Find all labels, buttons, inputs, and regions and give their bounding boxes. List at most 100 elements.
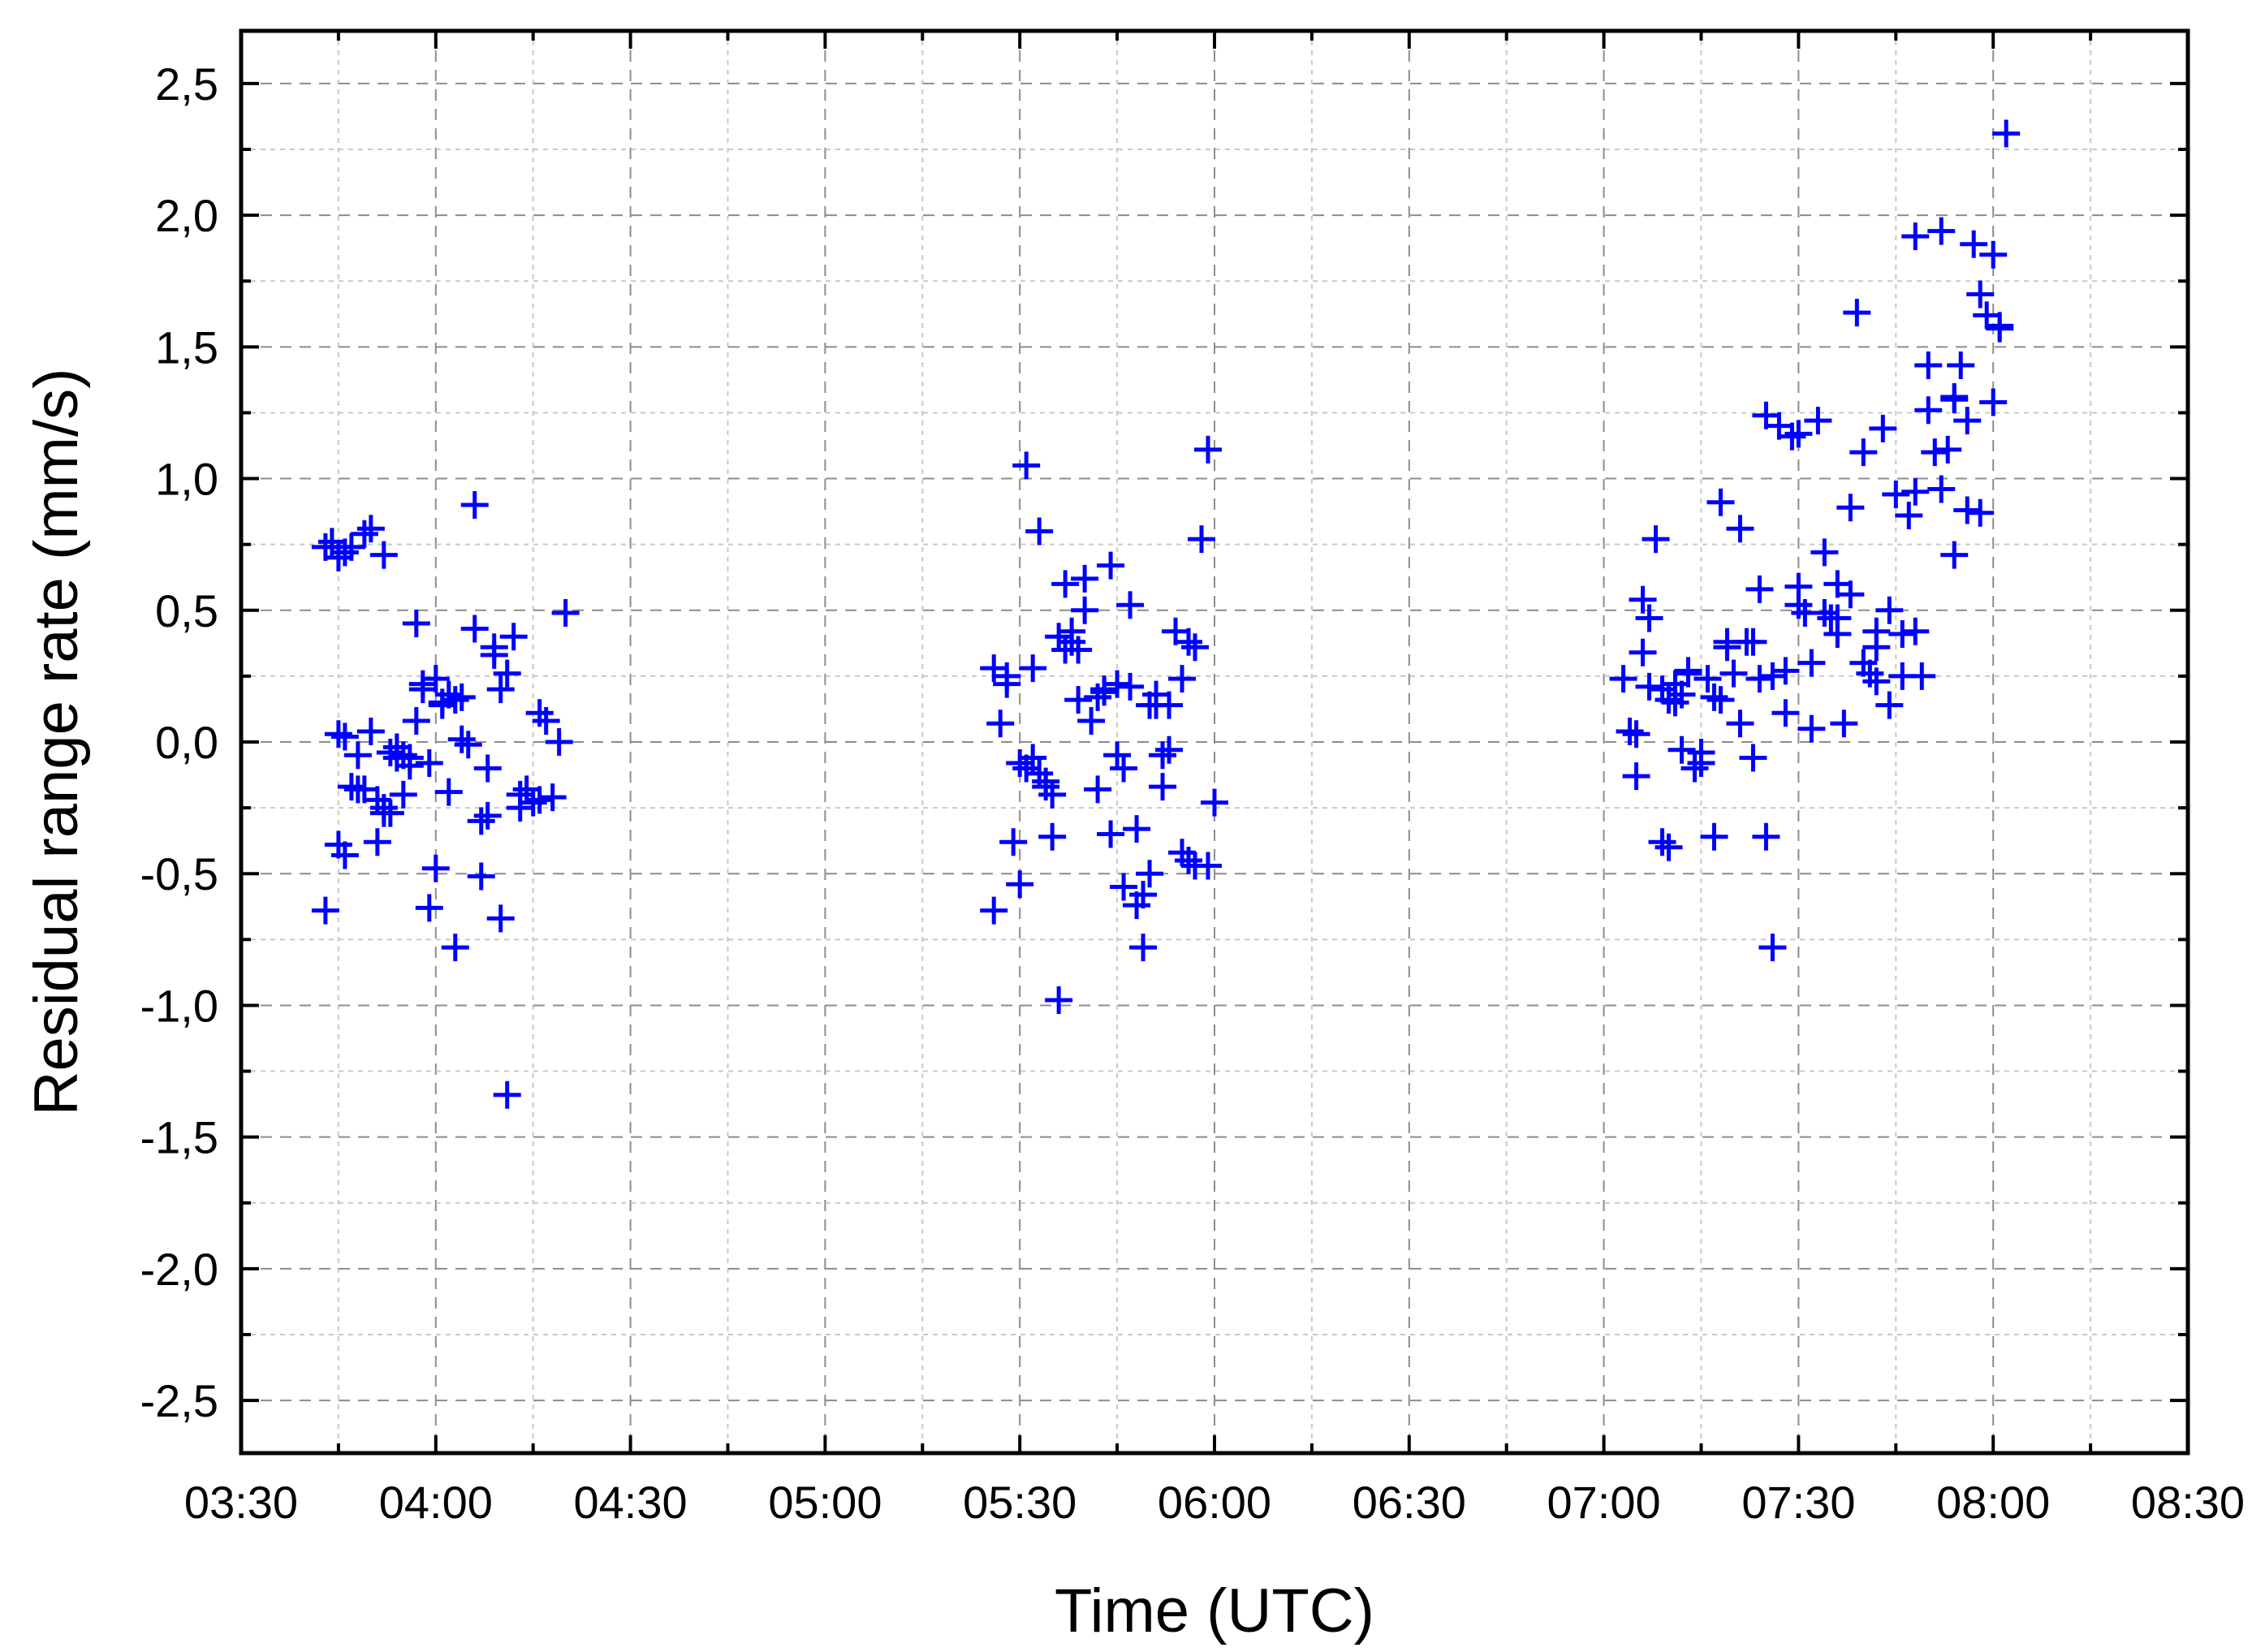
data-point <box>1006 748 1034 777</box>
data-point <box>395 752 424 780</box>
data-point <box>350 520 378 548</box>
x-tick-label: 06:30 <box>1353 1477 1466 1528</box>
data-point <box>1810 599 1839 628</box>
data-point <box>1194 435 1223 464</box>
data-point <box>337 773 365 801</box>
data-point <box>1019 744 1047 772</box>
data-point <box>1901 477 1930 506</box>
data-point <box>441 686 469 714</box>
y-tick-label: 1,0 <box>155 454 218 505</box>
data-point <box>1168 665 1197 693</box>
data-point <box>1045 623 1073 651</box>
data-point <box>343 741 372 770</box>
y-axis-ticks: 2,5 2,0 1,5 1,0 0,5 0,0 -0,5 -1,0 -1,5 -2,0 -2,5 <box>140 58 2188 1426</box>
data-point <box>1953 496 1982 524</box>
data-point <box>1771 657 1800 685</box>
data-point <box>1103 670 1132 698</box>
y-tick-label: 0,0 <box>155 717 218 768</box>
data-point <box>1810 538 1839 567</box>
x-tick-label: 05:30 <box>963 1477 1076 1528</box>
data-point <box>1784 572 1813 601</box>
y-tick-label: 0,5 <box>155 585 218 636</box>
data-point <box>1168 839 1197 867</box>
data-point <box>1116 672 1145 701</box>
y-tick-label: -2,0 <box>140 1244 219 1295</box>
data-point <box>1797 714 1826 743</box>
data-point <box>1064 686 1093 714</box>
data-point <box>1823 604 1852 632</box>
data-point <box>1966 280 1995 308</box>
data-point <box>1635 672 1663 701</box>
data-point <box>1097 551 1125 580</box>
data-point <box>1875 596 1904 624</box>
data-point <box>1895 501 1923 529</box>
data-point <box>1706 488 1735 516</box>
x-tick-label: 04:30 <box>574 1477 688 1528</box>
data-point <box>1006 870 1034 899</box>
x-tick-label: 06:00 <box>1158 1477 1271 1528</box>
data-point <box>1726 515 1754 543</box>
data-point <box>1882 481 1910 509</box>
data-point <box>1862 617 1891 645</box>
data-point <box>441 934 469 962</box>
data-point <box>1927 217 1956 245</box>
data-point <box>1700 683 1728 711</box>
y-tick-label: 1,5 <box>155 321 218 373</box>
data-point <box>1103 741 1132 770</box>
data-point <box>1862 667 1891 696</box>
data-point <box>1849 649 1878 677</box>
data-point <box>1194 852 1223 880</box>
data-point <box>1629 638 1657 666</box>
data-point <box>1739 628 1767 656</box>
x-tick-label: 08:30 <box>2131 1477 2245 1528</box>
y-tick-label: -1,5 <box>140 1112 219 1163</box>
x-axis-ticks: 03:30 04:00 04:30 05:00 05:30 06:00 06:30 07:00… <box>184 31 2245 1528</box>
data-point <box>337 533 365 561</box>
data-point <box>1667 680 1696 709</box>
data-point <box>1940 541 1969 569</box>
y-axis-title: Residual range rate (mm/s) <box>22 369 91 1116</box>
data-point <box>1869 414 1897 442</box>
data-point <box>1071 596 1099 624</box>
data-point <box>1940 386 1969 414</box>
data-point <box>1849 438 1878 467</box>
data-point <box>415 894 443 922</box>
data-point <box>1616 718 1644 746</box>
data-point <box>330 722 359 751</box>
data-point <box>369 799 398 827</box>
data-point <box>1752 822 1780 851</box>
data-point <box>493 1080 521 1109</box>
plot-frame <box>239 28 2190 1456</box>
data-point <box>1960 230 1988 258</box>
data-point <box>324 720 352 748</box>
data-point <box>1642 525 1670 554</box>
data-point <box>1123 815 1151 843</box>
data-point <box>525 786 554 814</box>
data-point <box>1927 475 1956 503</box>
data-point <box>1667 735 1696 764</box>
data-point <box>1875 691 1904 719</box>
data-point <box>1149 741 1177 770</box>
y-tick-label: -1,0 <box>140 980 219 1031</box>
data-point <box>1038 822 1067 851</box>
data-point <box>1888 619 1917 648</box>
data-point <box>1745 665 1774 693</box>
data-point <box>1045 986 1073 1014</box>
data-point <box>1110 873 1138 901</box>
data-point <box>1804 407 1832 435</box>
data-point <box>1181 633 1210 662</box>
data-point <box>363 828 391 856</box>
data-point <box>1077 707 1106 735</box>
x-tick-label: 07:30 <box>1741 1477 1855 1528</box>
y-tick-label: 2,5 <box>155 58 218 110</box>
data-point <box>421 854 450 882</box>
data-point <box>993 670 1021 698</box>
y-tick-label: -2,5 <box>140 1375 219 1426</box>
data-point <box>1914 352 1943 380</box>
data-point <box>1629 585 1657 614</box>
data-point <box>1979 240 2008 269</box>
data-point <box>1129 881 1158 909</box>
data-point <box>408 675 437 704</box>
data-point <box>1051 570 1080 598</box>
data-point <box>980 896 1008 925</box>
